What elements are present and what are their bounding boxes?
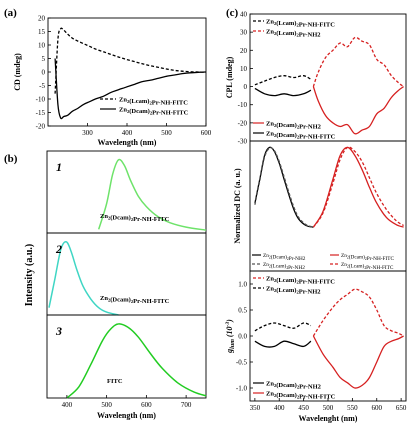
panel-c-xtick-label: 650	[396, 404, 407, 412]
panel-c-legend-label: Zn2(Dcam)2Pr-NH2	[266, 121, 321, 131]
panel-a-ytick-label: -15	[36, 109, 46, 117]
panel-c-legend-label: Zn2(Dcam)2Pr-NH2	[266, 381, 321, 391]
panel-c-xtick-label: 550	[347, 404, 358, 412]
panel-c-ytick-label: -10	[238, 101, 248, 109]
panel-a-ytick-label: -10	[36, 96, 46, 104]
panel-b-label: (b)	[4, 153, 18, 165]
panel-c1-series-3	[312, 86, 404, 135]
panel-b-xtick-label: 600	[141, 401, 152, 409]
panel-c-legend-label: Zn2(Lcam)2Pr-NH-FITC	[266, 276, 335, 286]
panel-a-ytick-label: 5	[42, 55, 46, 63]
panel-c-legend-label: Zn2(Lcam)2Pr-NH2	[263, 262, 305, 271]
panel-c-legend-label: Zn2(Dcam)2Pr-NH-FITC	[266, 131, 336, 141]
panel-b-curve-1	[97, 158, 207, 231]
panel-b-index-2: 2	[55, 242, 62, 256]
panel-a-xtick-label: 400	[122, 129, 133, 137]
panel-c-frame-2	[249, 140, 407, 272]
panel-c-label: (c)	[226, 7, 239, 19]
panel-c2-series-3	[254, 147, 314, 228]
panel-c-ylabel: glum (10-3)	[225, 319, 236, 354]
panel-a-legend-label: Zn2(Dcam)2Pr-NH-FITC	[119, 107, 189, 117]
panel-c-ytick-label: 0.0	[238, 333, 247, 341]
panel-a-ytick-label: 15	[38, 28, 46, 36]
panel-c-xtick-label: 450	[298, 404, 309, 412]
panel-a-xtick-label: 300	[82, 129, 93, 137]
panel-c-ytick-label: 0	[244, 83, 248, 91]
panel-c-ytick-label: 40	[240, 11, 248, 19]
panel-c2-series-2	[312, 146, 404, 228]
panel-a-ytick-label: 0	[42, 69, 46, 77]
panel-c1-series-1	[254, 75, 312, 86]
panel-b-sublabel-3: FITC	[107, 378, 123, 385]
panel-c-xtick-label: 400	[274, 404, 285, 412]
panel-c-ytick-label: -20	[238, 119, 248, 127]
panel-c-legend-label: Zn2(Dcam)2Pr-NH-FITC	[341, 253, 394, 262]
panel-a-series-1	[54, 27, 207, 94]
panel-b-sublabel-1: Zn2(Dcam)2Pr-NH-FITC	[100, 213, 170, 223]
panel-b-index-1: 1	[56, 160, 62, 174]
panel-b-index-3: 3	[55, 324, 62, 338]
panel-b-xtick-label: 400	[62, 401, 73, 409]
panel-c-xtick-label: 500	[323, 404, 334, 412]
panel-a-ytick-label: 10	[38, 42, 46, 50]
panel-c-ytick-label: 1.0	[238, 281, 247, 289]
panel-c2-series-4	[312, 146, 404, 228]
panel-a-ytick-label: -20	[36, 123, 46, 131]
panel-c3-series-2	[254, 322, 312, 332]
panel-c-ytick-label: -30	[238, 138, 248, 146]
panel-c-ytick-label: 0.5	[238, 307, 247, 315]
panel-c-ytick-label: -0.5	[236, 359, 248, 367]
panel-b-xtick-label: 500	[101, 401, 112, 409]
panel-c-legend-label: Zn2(Lcam)2Pr-NH-FITC	[266, 19, 335, 29]
panel-c1-series-2	[312, 36, 404, 88]
panel-a-label: (a)	[4, 7, 17, 19]
panel-c1-series-4	[254, 87, 312, 97]
panel-c-legend-label: Zn2(Lcam)2Pr-NH2	[266, 29, 321, 39]
panel-c-xlabel: Wavelenght (nm)	[299, 414, 358, 423]
panel-c-ytick-label: -1.0	[236, 385, 248, 393]
panel-b-sublabel-2: Zn2(Dcam)2Pr-NH-FITC	[100, 295, 170, 305]
panel-a-xtick-label: 600	[201, 129, 212, 137]
panel-c-xtick-label: 350	[250, 404, 261, 412]
panel-a-xtick-label: 500	[161, 129, 172, 137]
panel-a-ytick-label: 20	[38, 15, 46, 23]
panel-a-series-2	[54, 58, 207, 120]
panel-b-frame-3	[46, 314, 207, 399]
panel-a-ylabel: CD (mdeg)	[13, 53, 22, 91]
panel-b-curve-3	[66, 323, 207, 399]
panel-b-ylabel: Intensity (a.u.)	[24, 244, 35, 307]
panel-b-xtick-label: 700	[181, 401, 192, 409]
panel-c-ylabel: Normalized DC (a. u.)	[233, 168, 242, 244]
panel-c-ytick-label: 20	[240, 47, 248, 55]
panel-c-legend-label: Zn2(Dcam)2Pr-NH-FITC	[266, 391, 336, 401]
panel-c-legend-label: Zn2(Lcam)2Pr-NH2	[266, 286, 321, 296]
panel-a-ytick-label: -5	[39, 82, 45, 90]
panel-a-legend-label: Zn2(Lcam)2Pr-NH-FITC	[119, 97, 188, 107]
panel-c-ytick-label: 30	[240, 29, 248, 37]
panel-c-ytick-label: 10	[240, 65, 248, 73]
panel-c-xtick-label: 600	[372, 404, 383, 412]
panel-c3-series-1	[312, 288, 404, 337]
panel-c-legend-label: Zn2(Lcam)2Pr-NH-FITC	[341, 262, 394, 271]
panel-c3-series-4	[312, 335, 404, 389]
panel-b-xlabel: Wavelength (nm)	[97, 411, 156, 420]
panel-b-curve-2	[48, 241, 119, 316]
panel-c-legend-label: Zn2(Dcam)2Pr-NH2	[263, 253, 306, 262]
panel-c3-series-3	[254, 340, 312, 348]
panel-a-xlabel: Wavelength (nm)	[98, 138, 157, 147]
panel-c-ylabel: CPL (mdeg)	[225, 56, 234, 98]
